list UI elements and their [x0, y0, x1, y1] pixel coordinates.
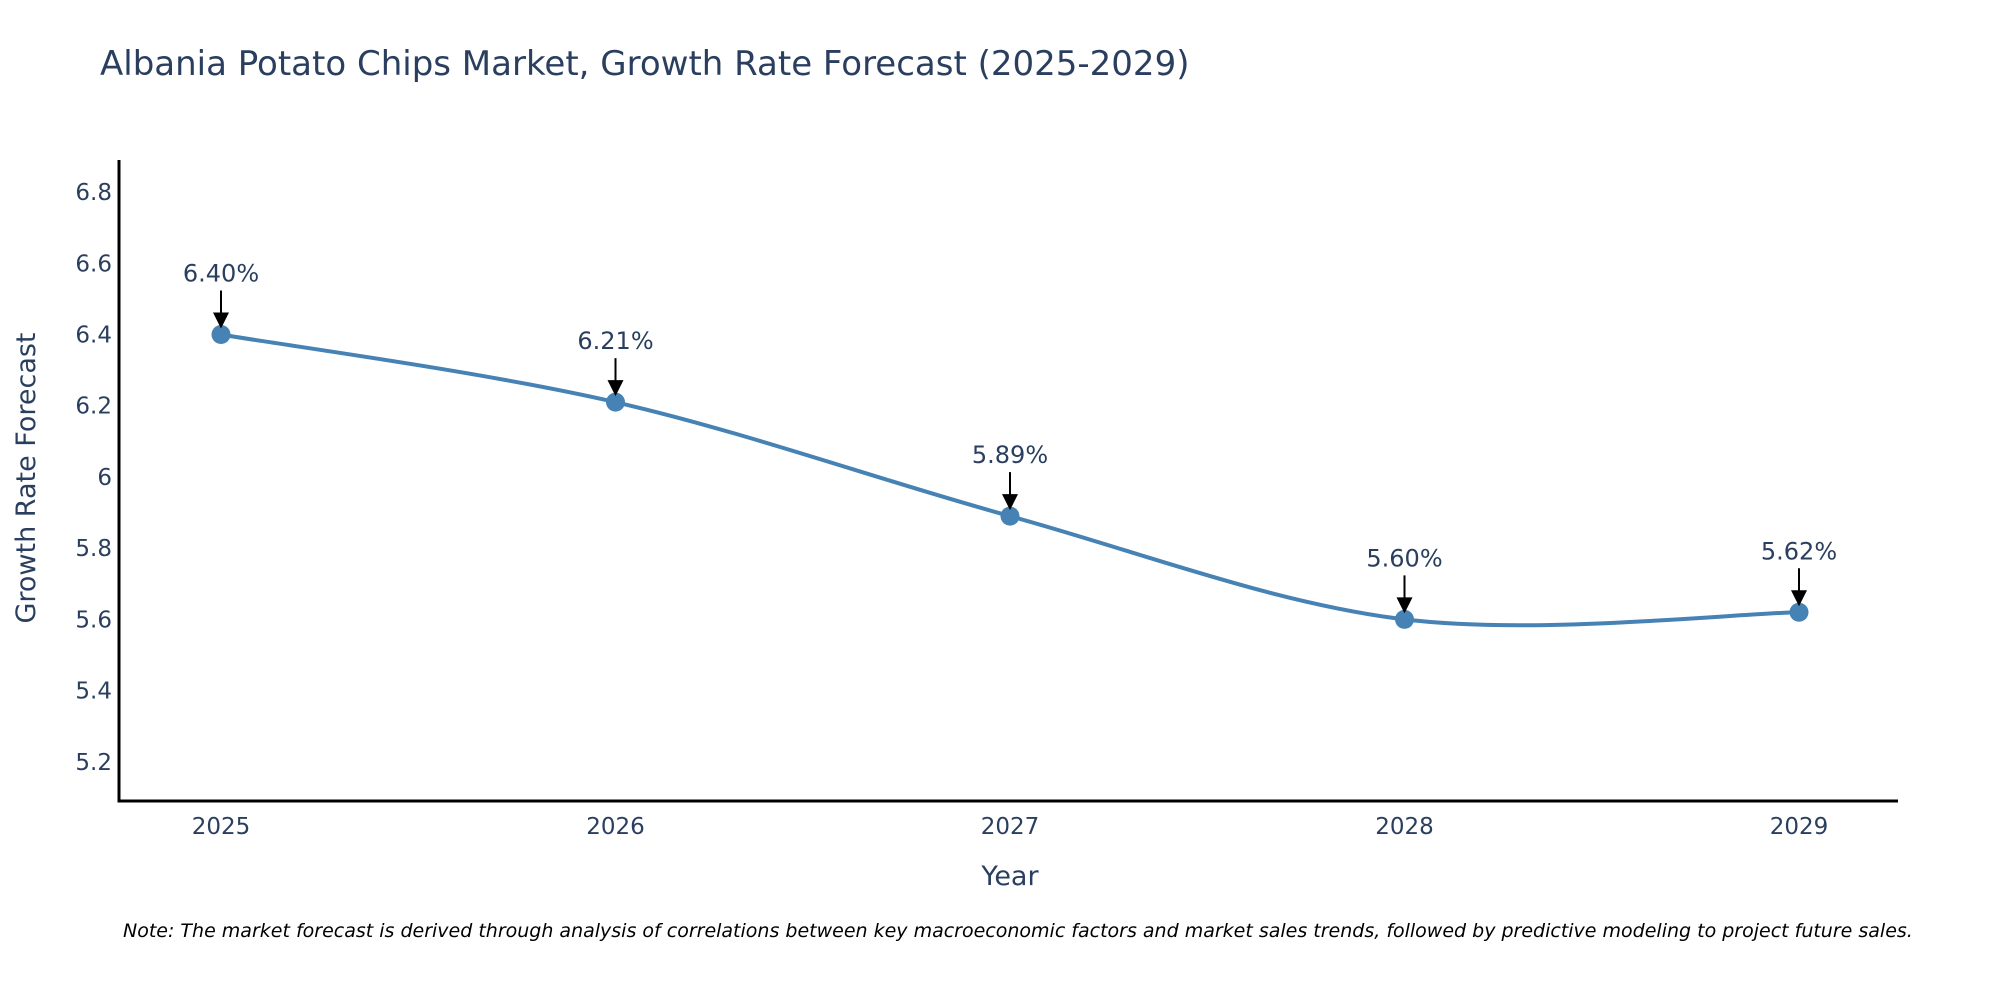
y-tick-label: 5.4: [75, 679, 112, 705]
footnote: Note: The market forecast is derived thr…: [123, 920, 1913, 942]
annotation-arrowhead: [213, 312, 229, 329]
data-label: 5.62%: [1761, 537, 1837, 565]
data-point: [211, 324, 231, 344]
data-point: [1789, 602, 1809, 622]
data-markers: [211, 324, 1809, 629]
data-point: [1000, 506, 1020, 526]
x-tick-label: 2028: [1375, 814, 1434, 840]
x-tick-label: 2029: [1770, 814, 1829, 840]
x-axis-ticks: 2025 2026 2027 2028 2029: [192, 814, 1829, 840]
data-point: [1395, 609, 1414, 629]
y-tick-label: 6.2: [75, 394, 112, 420]
data-label: 6.40%: [183, 259, 259, 287]
y-tick-label: 6.4: [75, 322, 112, 348]
data-point: [606, 392, 625, 412]
y-tick-label: 5.8: [75, 536, 112, 562]
annotation-arrowhead: [1396, 597, 1413, 614]
y-tick-label: 6.6: [75, 251, 112, 277]
x-tick-label: 2027: [981, 814, 1040, 840]
x-axis-title: Year: [980, 861, 1039, 892]
x-tick-label: 2026: [586, 814, 645, 840]
y-tick-label: 5.6: [75, 607, 112, 633]
y-tick-label: 6: [97, 465, 112, 491]
annotation-arrowhead: [1791, 590, 1807, 607]
x-tick-label: 2025: [192, 814, 251, 840]
data-label: 6.21%: [577, 327, 653, 355]
data-label: 5.60%: [1366, 544, 1442, 572]
y-tick-label: 5.2: [75, 750, 112, 776]
data-label: 5.89%: [972, 441, 1048, 469]
data-annotations: 6.40% 6.21% 5.89% 5.60% 5.62%: [183, 259, 1837, 614]
chart-title: Albania Potato Chips Market, Growth Rate…: [100, 44, 1190, 84]
y-axis-ticks: 5.2 5.4 5.6 5.8 6 6.2 6.4 6.6 6.8: [75, 180, 112, 776]
y-tick-label: 6.8: [75, 180, 112, 206]
annotation-arrowhead: [607, 380, 624, 397]
y-axis-title: Growth Rate Forecast: [11, 332, 42, 623]
annotation-arrowhead: [1002, 494, 1018, 511]
